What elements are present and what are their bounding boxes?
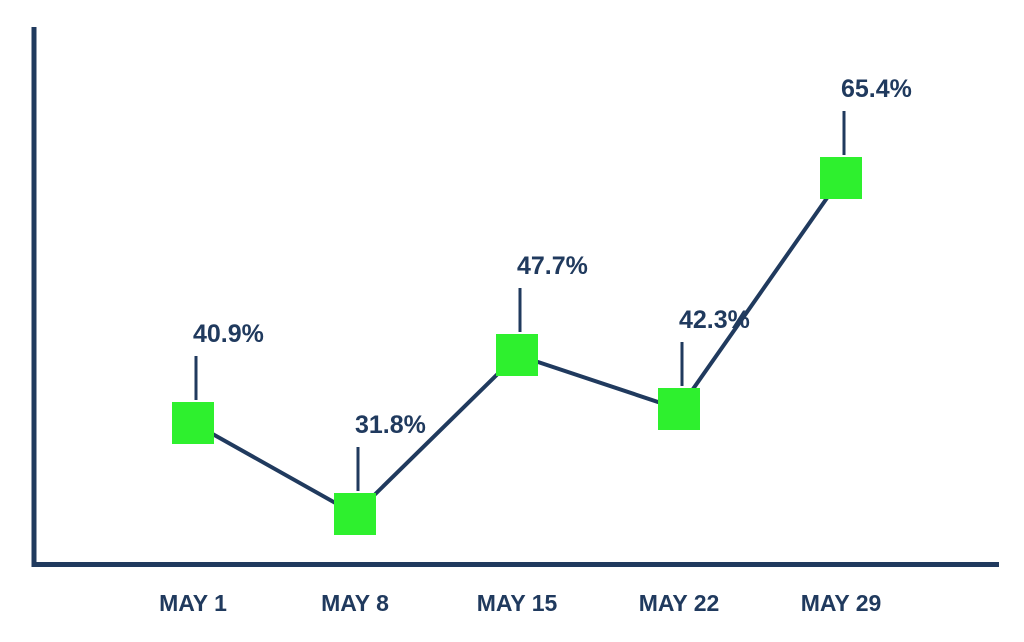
x-tick-label: MAY 15 (477, 590, 558, 616)
data-point-marker (496, 334, 538, 376)
data-point-marker (172, 402, 214, 444)
data-label: 42.3% (679, 306, 750, 334)
data-label: 47.7% (517, 252, 588, 280)
data-labels: 40.9% 31.8% 47.7% 42.3% 65.4% (193, 75, 912, 439)
leader-lines (194, 111, 846, 491)
x-tick-labels: MAY 1 MAY 8 MAY 15 MAY 22 MAY 29 (159, 590, 881, 616)
data-label: 65.4% (841, 75, 912, 103)
x-tick-label: MAY 8 (321, 590, 389, 616)
data-point-marker (658, 388, 700, 430)
data-point-marker (334, 493, 376, 535)
data-point-marker (820, 157, 862, 199)
chart-axes (31, 27, 999, 567)
data-label: 40.9% (193, 320, 264, 348)
x-tick-label: MAY 1 (159, 590, 227, 616)
x-tick-label: MAY 29 (801, 590, 882, 616)
data-label: 31.8% (355, 411, 426, 439)
data-markers (172, 157, 862, 535)
x-tick-label: MAY 22 (639, 590, 720, 616)
